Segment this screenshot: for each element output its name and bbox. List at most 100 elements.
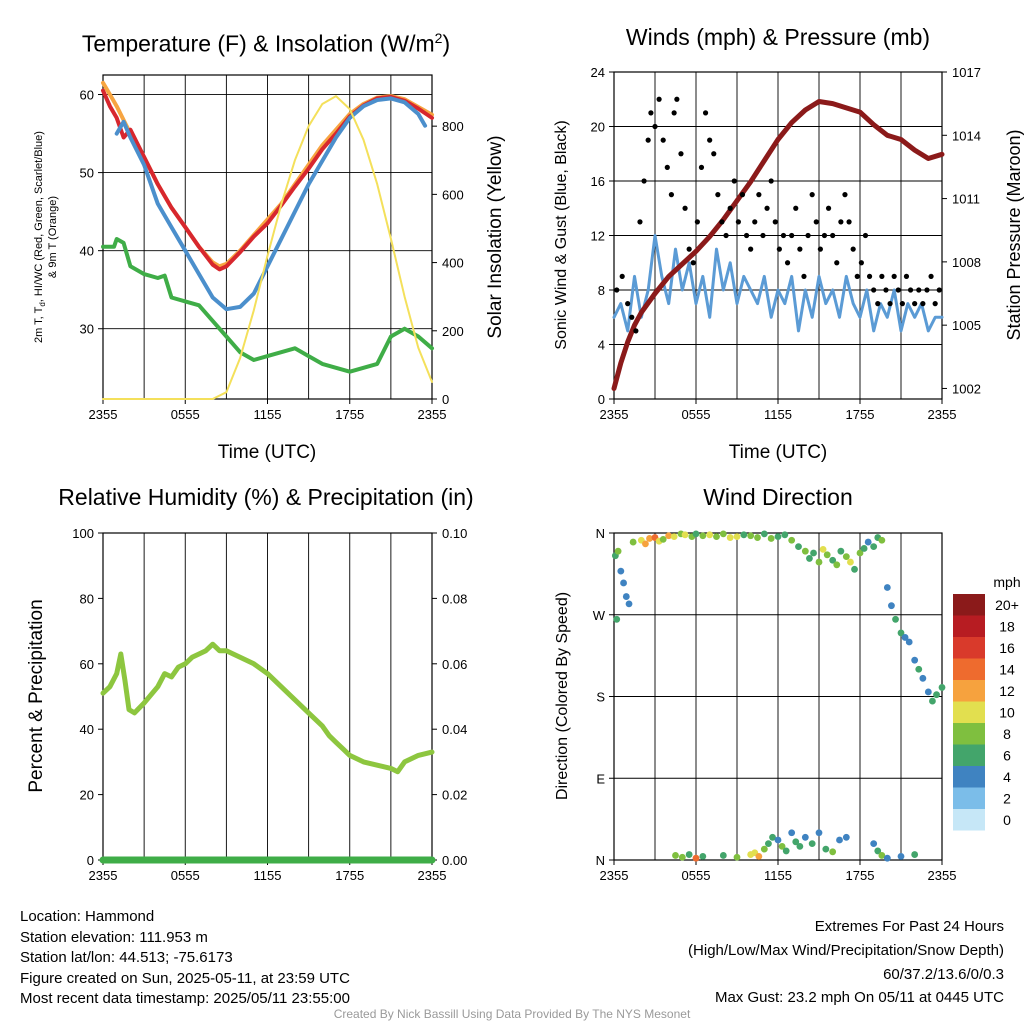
x-axis-label: Time (UTC) — [218, 442, 317, 463]
max-gust-text: Max Gust: 23.2 mph On 05/11 at 0445 UTC — [714, 989, 1004, 1006]
gust-point — [809, 192, 815, 198]
gust-point — [619, 273, 625, 279]
gust-point — [656, 96, 662, 102]
gust-point — [871, 287, 877, 293]
direction-point — [747, 532, 755, 540]
direction-point — [699, 532, 707, 540]
gust-point — [645, 137, 651, 143]
gust-point — [637, 219, 643, 225]
station-info: Location: Hammond Station elevation: 111… — [20, 907, 350, 1010]
gust-point — [879, 273, 885, 279]
y-tick-label: 20 — [80, 788, 94, 803]
y-tick-label: 100 — [72, 526, 94, 541]
gust-point — [735, 219, 741, 225]
gust-point — [821, 232, 828, 239]
direction-point — [765, 840, 772, 848]
gust-point — [854, 273, 860, 279]
direction-point — [815, 558, 823, 566]
y-tick-label: 0 — [87, 853, 94, 868]
gust-point — [652, 123, 658, 130]
direction-point — [726, 534, 734, 541]
legend-swatch — [953, 680, 985, 702]
direction-point — [796, 842, 804, 850]
y-axis-label: Percent & Precipitation — [26, 599, 47, 792]
y-tick-label: W — [593, 608, 606, 623]
direction-point — [678, 853, 686, 861]
direction-point — [622, 593, 630, 600]
direction-point — [883, 584, 891, 591]
gust-point — [711, 151, 717, 157]
gust-point — [912, 301, 918, 307]
direction-point — [699, 852, 707, 860]
gust-point — [789, 232, 795, 239]
direction-point — [856, 549, 864, 557]
x-tick-label: 2355 — [600, 407, 629, 422]
temperature-panel: 2355 0555 1155 1755 235530405060020040060080… — [33, 74, 506, 463]
gust-point — [895, 287, 901, 293]
y2-tick-label: 1014 — [952, 128, 981, 143]
direction-point — [883, 854, 891, 862]
direction-point — [614, 547, 622, 555]
direction-point — [929, 697, 936, 705]
direction-point — [778, 842, 786, 850]
recent-data-text: Most recent data timestamp: 2025/05/11 2… — [20, 990, 350, 1007]
direction-point — [760, 845, 768, 853]
extremes-subheading: (High/Low/Max Wind/Precipitation/Snow De… — [688, 942, 1004, 959]
legend-label: 8 — [1003, 726, 1011, 742]
legend-swatch — [953, 594, 985, 616]
y2-axis-label: Solar Insolation (Yellow) — [485, 135, 506, 338]
x-tick-label: 2355 — [928, 407, 957, 422]
gust-point — [743, 232, 750, 239]
y-tick-label: N — [596, 853, 605, 868]
direction-point — [924, 688, 932, 696]
y2-tick-label: 800 — [442, 119, 464, 134]
gust-point — [830, 232, 836, 239]
gust-point — [834, 260, 840, 266]
direction-point — [897, 852, 905, 860]
direction-point — [892, 615, 899, 623]
legend-label: 16 — [999, 640, 1015, 656]
y2-tick-label: 0.02 — [442, 788, 467, 803]
direction-point — [878, 536, 886, 544]
direction-point — [774, 836, 782, 844]
direction-point — [620, 579, 627, 587]
gust-point — [797, 246, 803, 252]
gust-point — [907, 287, 914, 293]
gust-point — [780, 232, 787, 239]
y-tick-label: 16 — [591, 174, 605, 189]
direction-point — [823, 551, 831, 559]
y-axis-label: Direction (Colored By Speed) — [554, 592, 571, 800]
legend-swatch — [953, 658, 985, 680]
direction-point — [625, 600, 633, 608]
credit-text: Created By Nick Bassill Using Data Provi… — [333, 1007, 691, 1021]
gust-point — [641, 178, 647, 184]
gust-point — [924, 287, 930, 293]
legend-label: 20+ — [995, 597, 1019, 613]
gust-point — [866, 273, 873, 279]
direction-point — [888, 602, 895, 610]
gust-point — [633, 328, 639, 334]
gust-point — [772, 219, 778, 225]
direction-point — [911, 851, 919, 858]
y-tick-label: 60 — [80, 88, 94, 103]
direction-point — [782, 847, 790, 855]
direction-point — [801, 833, 809, 841]
created-text: Figure created on Sun, 2025-05-11, at 23… — [20, 969, 350, 987]
y-tick-label: 50 — [80, 166, 94, 181]
direction-point — [822, 845, 830, 853]
y2-tick-label: 0.04 — [442, 722, 467, 737]
direction-point — [801, 547, 809, 555]
direction-point — [740, 531, 748, 539]
direction-point — [878, 852, 886, 859]
direction-point — [692, 530, 700, 538]
direction-point — [733, 853, 741, 861]
gust-point — [928, 273, 934, 279]
legend-swatch — [953, 766, 985, 788]
gust-point — [686, 246, 692, 252]
y-tick-label: N — [596, 526, 605, 541]
direction-point — [774, 533, 782, 541]
direction-point — [792, 838, 800, 846]
y-tick-label: 30 — [80, 322, 94, 337]
gust-point — [694, 219, 700, 225]
